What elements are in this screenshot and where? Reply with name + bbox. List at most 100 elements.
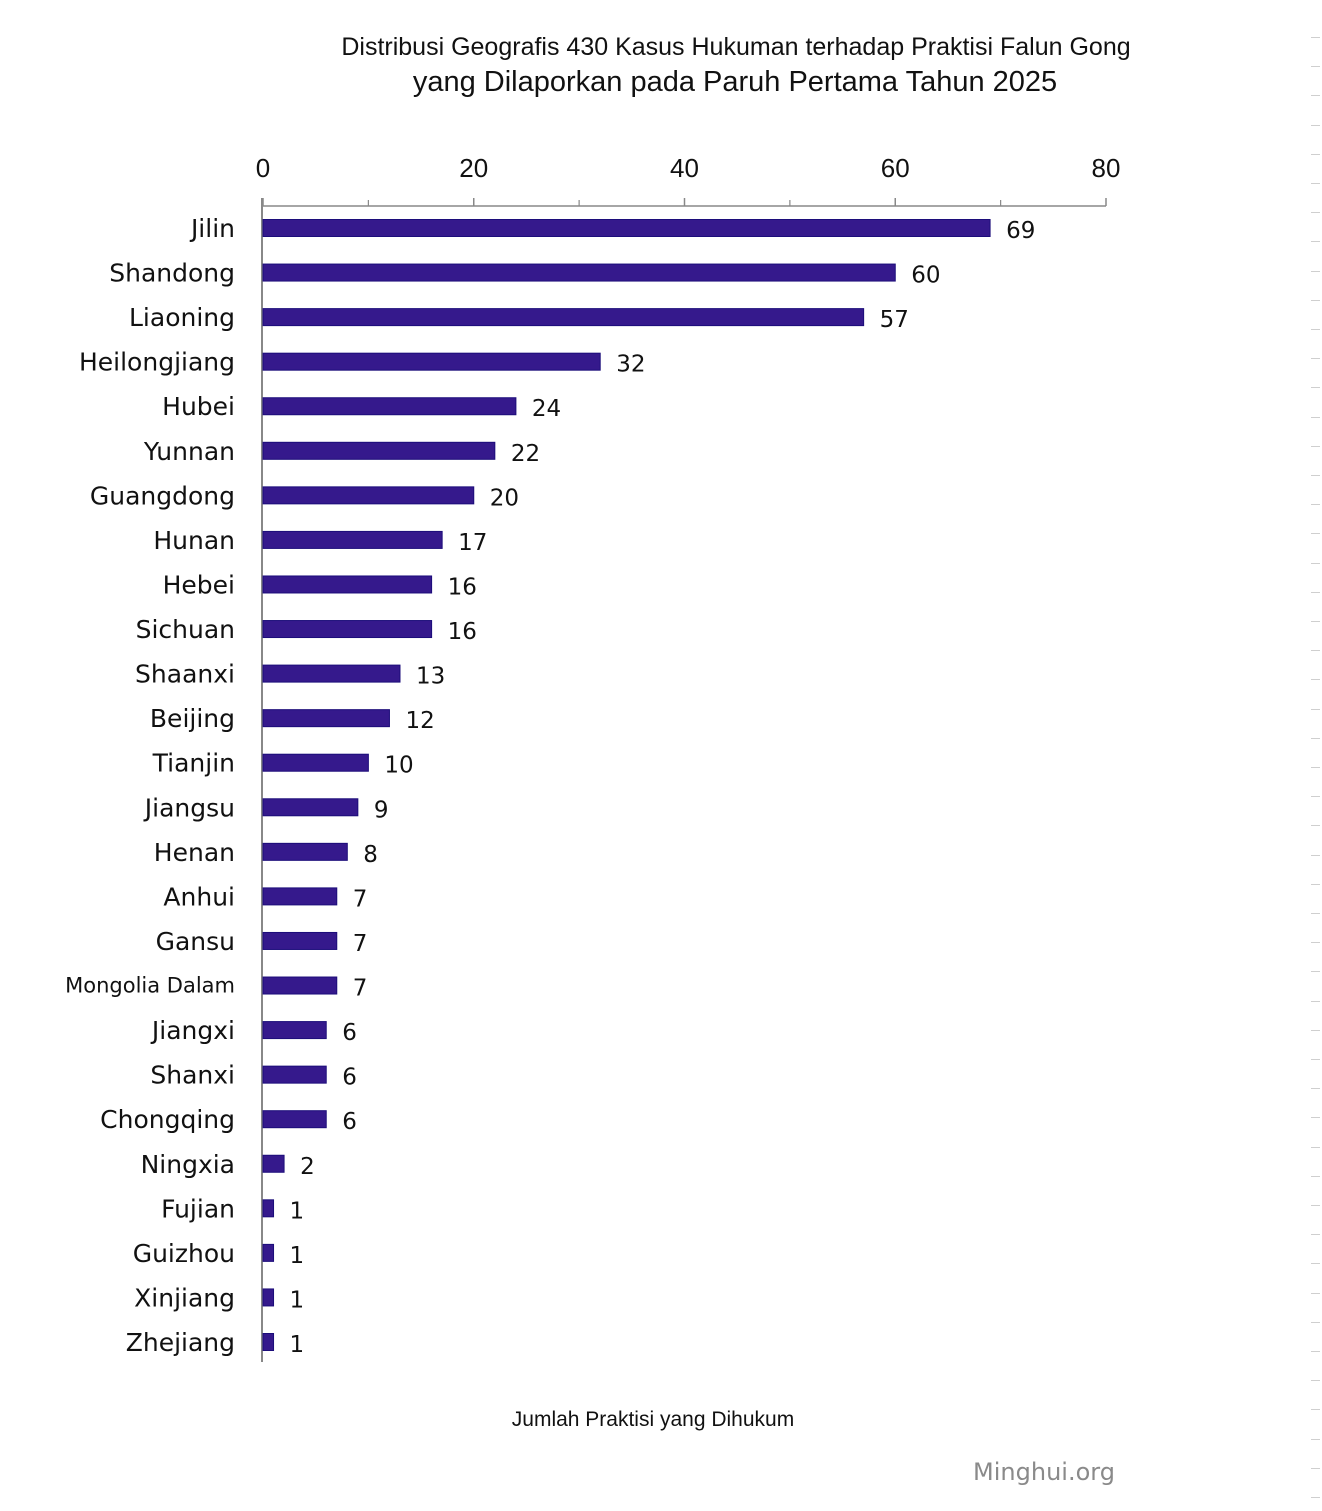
- category-labels: Jilin Shandong Liaoning Heilongjiang Hubei Yu…: [65, 214, 235, 1357]
- edge-mark: [1311, 1468, 1320, 1469]
- chart-title-line2: yang Dilaporkan pada Paruh Pertama Tahun…: [412, 66, 1058, 98]
- edge-mark: [1311, 1117, 1320, 1118]
- bar-chongqing: [262, 1110, 327, 1129]
- edge-mark: [1311, 241, 1320, 242]
- value-label: 7: [353, 886, 368, 912]
- value-label: 8: [363, 842, 378, 868]
- bar-anhui: [262, 887, 338, 906]
- edge-mark: [1311, 1088, 1320, 1089]
- category-label: Fujian: [161, 1194, 235, 1223]
- value-label: 9: [374, 797, 389, 823]
- value-label: 20: [490, 485, 519, 511]
- edge-mark: [1311, 592, 1320, 593]
- edge-mark: [1311, 1176, 1320, 1177]
- edge-mark: [1311, 1001, 1320, 1002]
- value-label: 32: [616, 352, 645, 378]
- category-label: Ningxia: [141, 1150, 235, 1179]
- edge-mark: [1311, 942, 1320, 943]
- edge-mark: [1311, 767, 1320, 768]
- bar-gansu: [262, 931, 338, 950]
- category-label: Anhui: [163, 882, 235, 911]
- edge-mark: [1311, 329, 1320, 330]
- bar-heilongjiang: [262, 352, 601, 371]
- scrollbar-edge-marks: [1310, 0, 1322, 1511]
- bar-shaanxi: [262, 664, 401, 683]
- edge-mark: [1311, 1147, 1320, 1148]
- value-label: 7: [353, 931, 368, 957]
- bar-xinjiang: [262, 1288, 275, 1307]
- value-label: 12: [405, 708, 434, 734]
- edge-mark: [1311, 271, 1320, 272]
- edge-mark: [1311, 1322, 1320, 1323]
- value-label: 1: [290, 1198, 305, 1224]
- bar-hunan: [262, 530, 443, 549]
- value-label: 1: [290, 1243, 305, 1269]
- edge-mark: [1311, 66, 1320, 67]
- edge-mark: [1311, 1497, 1320, 1498]
- watermark: Minghui.org: [973, 1458, 1115, 1486]
- edge-mark: [1311, 563, 1320, 564]
- bar-jiangsu: [262, 798, 359, 817]
- category-label: Shaanxi: [135, 660, 235, 689]
- edge-mark: [1311, 679, 1320, 680]
- bar-guangdong: [262, 486, 475, 505]
- category-label: Chongqing: [100, 1105, 235, 1134]
- bar-jiangxi: [262, 1021, 327, 1040]
- edge-mark: [1311, 154, 1320, 155]
- category-label: Liaoning: [129, 303, 235, 332]
- category-label: Jilin: [189, 214, 235, 243]
- edge-mark: [1311, 95, 1320, 96]
- value-label: 7: [353, 976, 368, 1002]
- edge-mark: [1311, 417, 1320, 418]
- category-label: Gansu: [156, 927, 235, 956]
- bar-hebei: [262, 575, 433, 594]
- value-label: 13: [416, 664, 445, 690]
- bar-guizhou: [262, 1243, 275, 1262]
- bar-hubei: [262, 397, 517, 416]
- bar-fujian: [262, 1199, 275, 1218]
- edge-mark: [1311, 709, 1320, 710]
- edge-mark: [1311, 1030, 1320, 1031]
- category-label: Sichuan: [136, 615, 235, 644]
- edge-mark: [1311, 855, 1320, 856]
- edge-mark: [1311, 183, 1320, 184]
- edge-mark: [1311, 1234, 1320, 1235]
- category-label: Shandong: [109, 259, 235, 288]
- category-label: Beijing: [150, 704, 235, 733]
- edge-mark: [1311, 1439, 1320, 1440]
- edge-mark: [1311, 504, 1320, 505]
- edge-mark: [1311, 1059, 1320, 1060]
- category-label: Hunan: [153, 526, 235, 555]
- edge-mark: [1311, 358, 1320, 359]
- edge-mark: [1311, 37, 1320, 38]
- edge-mark: [1311, 446, 1320, 447]
- x-tick-label: 80: [1092, 153, 1121, 183]
- edge-mark: [1311, 1409, 1320, 1410]
- edge-mark: [1311, 738, 1320, 739]
- edge-mark: [1311, 1263, 1320, 1264]
- value-label: 17: [458, 530, 487, 556]
- category-label: Guangdong: [90, 481, 235, 510]
- edge-mark: [1311, 125, 1320, 126]
- bar-shanxi: [262, 1065, 327, 1084]
- value-label: 69: [1006, 218, 1035, 244]
- category-label: Yunnan: [143, 437, 235, 466]
- category-label: Xinjiang: [134, 1283, 235, 1312]
- chart-title-line1: Distribusi Geografis 430 Kasus Hukuman t…: [341, 33, 1131, 61]
- bar-yunnan: [262, 441, 496, 460]
- value-label: 16: [448, 574, 477, 600]
- x-axis: 0 20 40 60 80: [256, 153, 1121, 1362]
- value-label: 1: [290, 1332, 305, 1358]
- category-label: Hubei: [162, 392, 235, 421]
- category-label: Tianjin: [152, 749, 235, 778]
- bar-shandong: [262, 263, 896, 282]
- category-label: Henan: [154, 838, 235, 867]
- bar-beijing: [262, 709, 390, 728]
- edge-mark: [1311, 971, 1320, 972]
- value-label: 24: [532, 396, 561, 422]
- category-label: Guizhou: [133, 1239, 235, 1268]
- bar-mongolia-dalam: [262, 976, 338, 995]
- category-label: Jiangsu: [143, 793, 235, 822]
